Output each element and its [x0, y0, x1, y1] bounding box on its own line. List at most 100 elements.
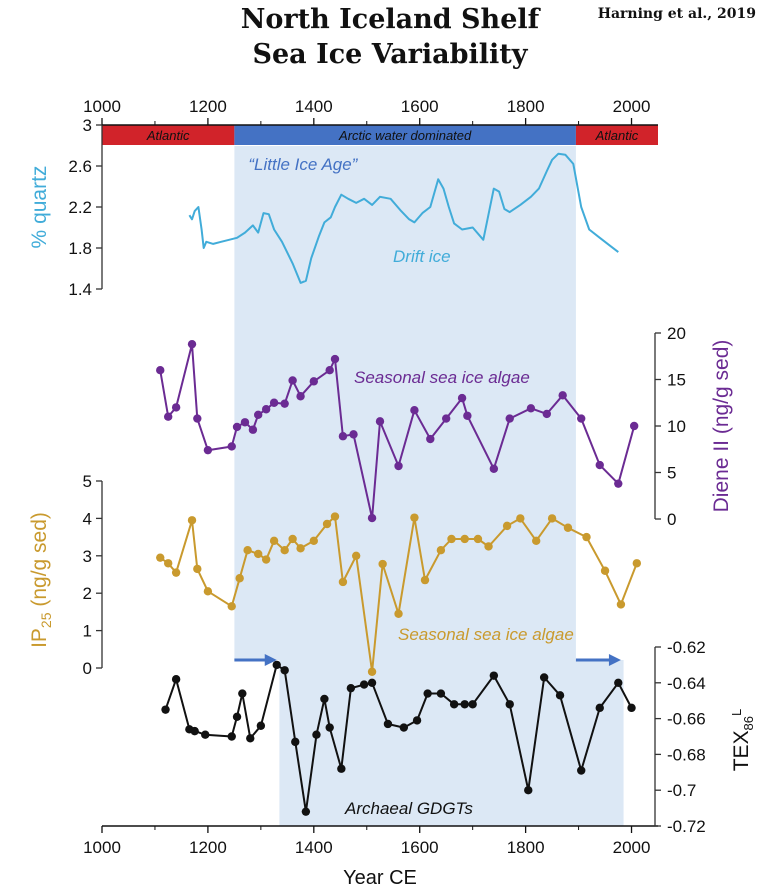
diene-y-axis-label: Diene II (ng/g sed): [710, 340, 733, 513]
top-x-tick-label: 1600: [401, 97, 439, 116]
citation-credit: Harning et al., 2019: [597, 6, 756, 22]
diene-data-point: [296, 392, 305, 401]
diene-data-point: [426, 434, 435, 444]
ip25-data-point: [473, 534, 483, 544]
diene-data-point: [280, 399, 289, 408]
tex-data-point: [505, 700, 514, 709]
ip25-subscript: 25: [38, 612, 54, 628]
tex-data-point: [489, 671, 499, 680]
tex-data-point: [539, 673, 549, 682]
period-bar-segment: [575, 125, 658, 145]
tex-data-point: [555, 691, 565, 700]
quartz-y-tick-label: 1.8: [68, 239, 92, 258]
diene-annotation: Seasonal sea ice algae: [354, 368, 530, 387]
ip25-data-point: [254, 549, 263, 559]
diene-data-point: [261, 405, 271, 414]
tex-data-point: [412, 716, 422, 725]
period-bar-segment: [234, 125, 576, 145]
top-x-tick-label: 1000: [83, 97, 121, 116]
ip25-y-tick-label: 5: [83, 472, 92, 491]
tex-data-point: [320, 694, 329, 704]
ip25-data-point: [460, 534, 469, 544]
diene-y-tick-label: 10: [667, 417, 686, 436]
diene-data-point: [457, 393, 467, 403]
chart-series: [156, 152, 642, 816]
ip25-data-point: [261, 555, 271, 564]
diene-data-point: [330, 354, 340, 364]
tex-data-point: [227, 732, 236, 741]
ip25-data-point: [338, 577, 348, 587]
diene-data-point: [349, 430, 358, 439]
diene-data-point: [325, 366, 334, 375]
diene-y-tick-label: 15: [667, 371, 686, 390]
tex-data-point: [280, 666, 289, 675]
tex-data-point: [383, 719, 393, 729]
tex-data-point: [449, 700, 459, 709]
tex-data-point: [201, 730, 210, 739]
bottom-x-tick-label: 1600: [401, 838, 439, 857]
diene-data-point: [288, 376, 297, 385]
diene-data-point: [309, 377, 319, 386]
diene-data-point: [338, 432, 348, 441]
transition-arrow-head: [264, 654, 277, 666]
drift-ice-annotation: Drift ice: [393, 247, 451, 266]
diene-data-point: [629, 421, 639, 431]
quartz-series-line: [188, 152, 619, 284]
diene-y-tick-label: 0: [667, 510, 676, 529]
chart-title-line-1: North Iceland Shelf: [240, 4, 540, 35]
diene-data-point: [558, 391, 567, 400]
bottom-x-tick-label: 1200: [189, 838, 227, 857]
diene-data-point: [156, 366, 165, 375]
diene-data-point: [171, 403, 181, 412]
diene-data-point: [526, 404, 536, 413]
tex-y-axis-label: TEX86L: [729, 709, 756, 772]
gdgt-shading: [279, 660, 624, 826]
ip25-data-point: [280, 545, 289, 555]
ip25-data-point: [582, 532, 591, 542]
tex-data-point: [337, 764, 346, 773]
tex-data-point: [325, 723, 334, 732]
ip25-data-point: [309, 536, 319, 546]
diene-data-point: [254, 410, 263, 420]
tex-data-point: [460, 700, 469, 709]
top-x-tick-label: 1200: [189, 97, 227, 116]
diene-data-point: [375, 417, 385, 426]
ip25-data-point: [420, 575, 430, 585]
ip25-data-point: [351, 551, 361, 560]
tex-data-point: [246, 734, 255, 743]
tex-data-point: [595, 703, 604, 713]
diene-data-point: [614, 479, 623, 488]
diene-y-tick-label: 5: [667, 464, 676, 483]
tex-y-tick-label: -0.7: [667, 781, 696, 800]
ip25-y-tick-label: 3: [83, 547, 92, 566]
period-bar: Atlantic Arctic water dominated Atlantic: [102, 125, 658, 145]
tex-data-point: [232, 712, 242, 722]
diene-data-point: [240, 418, 250, 427]
diene-data-point: [269, 398, 279, 407]
tex-y-tick-label: -0.64: [667, 674, 706, 693]
diene-data-point: [410, 405, 419, 415]
ip25-data-point: [563, 523, 573, 532]
ip25-data-point: [378, 559, 387, 569]
tex-data-point: [524, 786, 533, 795]
tex-data-point: [272, 660, 281, 670]
ip25-data-point: [410, 513, 419, 522]
ip25-data-point: [296, 544, 305, 553]
ip25-data-point: [156, 553, 165, 562]
ip25-data-point: [532, 536, 541, 546]
ip25-data-point: [502, 521, 512, 531]
ip25-data-point: [547, 514, 557, 523]
tex-data-point: [436, 689, 446, 698]
tex-data-point: [256, 721, 266, 730]
diene-y-tick-label: 20: [667, 324, 686, 343]
diene-data-point: [441, 414, 451, 423]
quartz-y-tick-label: 1.4: [68, 280, 92, 299]
diene-data-point: [203, 445, 213, 455]
diene-data-point: [505, 414, 514, 423]
period-label: Atlantic: [595, 128, 639, 143]
gdgt-annotation: Archaeal GDGTs: [344, 799, 473, 818]
tex-y-tick-label: -0.72: [667, 817, 706, 836]
ip25-data-point: [322, 519, 332, 529]
quartz-y-tick-label: 2.6: [68, 157, 92, 176]
ip25-data-point: [288, 534, 297, 544]
